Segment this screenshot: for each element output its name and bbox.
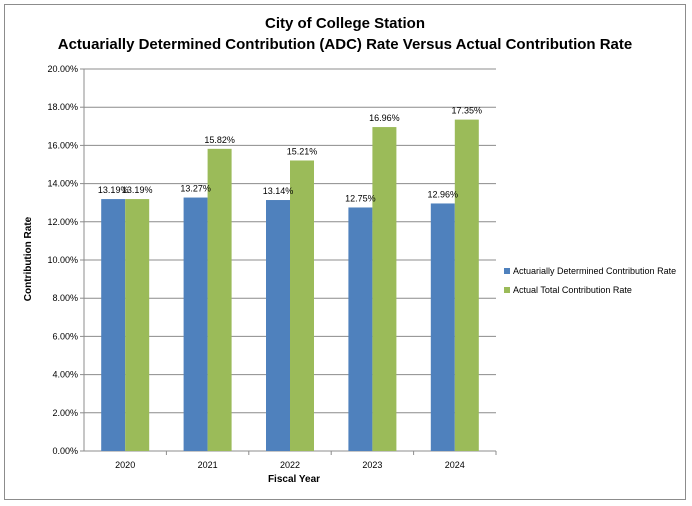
x-axis-title: Fiscal Year bbox=[268, 474, 320, 485]
x-tick-label: 2021 bbox=[198, 460, 218, 470]
y-tick-label: 2.00% bbox=[52, 408, 78, 418]
bar-adc-2023 bbox=[348, 207, 373, 451]
data-label: 12.75% bbox=[345, 193, 376, 203]
data-label: 12.96% bbox=[428, 189, 459, 199]
x-tick-label: 2024 bbox=[445, 460, 465, 470]
bar-actual-2022 bbox=[290, 160, 314, 451]
chart-svg: City of College Station Actuarially Dete… bbox=[23, 15, 676, 485]
data-label: 16.96% bbox=[369, 113, 400, 123]
bar-adc-2020 bbox=[101, 199, 126, 451]
bar-actual-2020 bbox=[125, 199, 150, 451]
y-tick-label: 10.00% bbox=[47, 255, 78, 265]
y-axis-title: Contribution Rate bbox=[23, 216, 34, 301]
legend-swatch bbox=[504, 287, 510, 293]
y-tick-labels: 0.00% 2.00% 4.00% 6.00% 8.00% 10.00% 12.00% 14.… bbox=[47, 64, 78, 456]
bar-actual-2021 bbox=[207, 148, 232, 451]
y-tick-label: 0.00% bbox=[52, 446, 78, 456]
data-label: 13.27% bbox=[180, 184, 211, 194]
y-tick-label: 4.00% bbox=[52, 370, 78, 380]
y-tick-label: 18.00% bbox=[47, 102, 78, 112]
data-label: 15.21% bbox=[287, 146, 318, 156]
y-tick-label: 16.00% bbox=[47, 140, 78, 150]
chart-subtitle: Actuarially Determined Contribution (ADC… bbox=[58, 36, 633, 53]
bar-adc-2021 bbox=[183, 197, 208, 451]
x-tick-label: 2022 bbox=[280, 460, 300, 470]
bar-actual-2023 bbox=[372, 127, 397, 452]
x-tick-label: 2023 bbox=[362, 460, 382, 470]
data-label: 13.19% bbox=[122, 185, 153, 195]
bar-adc-2024 bbox=[430, 203, 455, 451]
chart-title: City of College Station bbox=[265, 15, 425, 32]
data-labels: 13.19%13.19% 13.27% 15.82% 13.14% 15.21% 12.7… bbox=[98, 106, 482, 204]
y-tick-label: 12.00% bbox=[47, 217, 78, 227]
bar-actual-2024 bbox=[454, 119, 479, 452]
data-label: 17.35% bbox=[452, 106, 483, 116]
legend-swatch bbox=[504, 268, 510, 274]
data-label: 13.19% bbox=[98, 185, 129, 195]
y-tick-label: 8.00% bbox=[52, 293, 78, 303]
x-tick-labels: 2020 2021 2022 2023 2024 bbox=[115, 460, 465, 470]
data-label: 15.82% bbox=[204, 135, 235, 145]
legend-label: Actuarially Determined Contribution Rate bbox=[513, 266, 676, 276]
legend-label: Actual Total Contribution Rate bbox=[513, 285, 632, 295]
y-tick-label: 14.00% bbox=[47, 179, 78, 189]
bars bbox=[101, 119, 479, 452]
legend: Actuarially Determined Contribution Rate… bbox=[504, 266, 676, 295]
bar-adc-2022 bbox=[266, 200, 290, 451]
y-tick-label: 20.00% bbox=[47, 64, 78, 74]
y-tick-label: 6.00% bbox=[52, 331, 78, 341]
x-tick-label: 2020 bbox=[115, 460, 135, 470]
chart-frame: City of College Station Actuarially Dete… bbox=[4, 4, 686, 500]
data-label: 13.14% bbox=[263, 186, 294, 196]
